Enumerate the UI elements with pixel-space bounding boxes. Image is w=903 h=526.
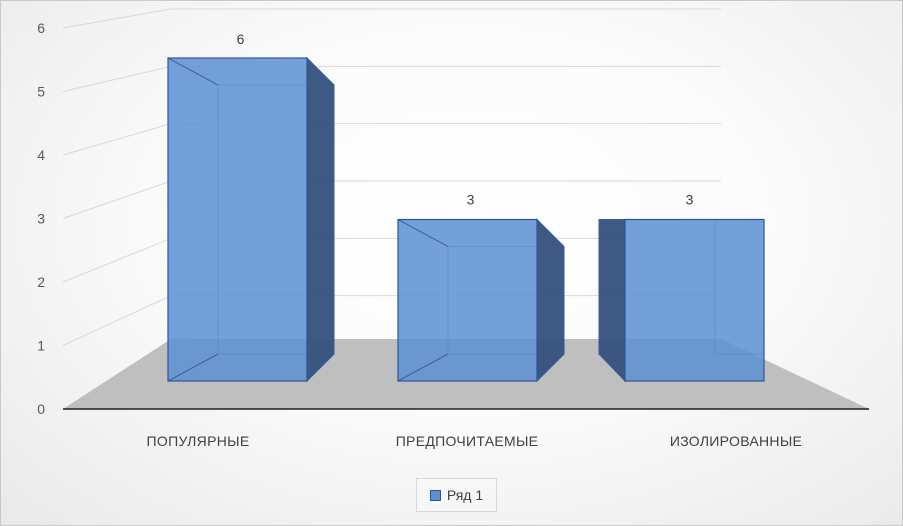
gridline-5: [62, 65, 721, 92]
bar-edge: [167, 57, 219, 86]
bar-3: [598, 218, 765, 383]
bar-side-face: [306, 56, 335, 383]
data-label: 3: [686, 192, 694, 208]
bar-2: [397, 218, 565, 383]
gridline-6: [62, 8, 721, 29]
y-tick-label: 1: [37, 338, 45, 354]
bar-front-face: [624, 218, 765, 382]
legend-swatch-series-1: [429, 489, 441, 501]
x-category-label: ИЗОЛИРОВАННЫЕ: [670, 433, 802, 449]
data-label: 3: [467, 192, 475, 208]
data-label: 6: [237, 31, 245, 47]
y-tick-label: 4: [37, 147, 45, 163]
chart-legend: Ряд 1: [416, 478, 497, 512]
x-category-label: ПРЕДПОЧИТАЕМЫЕ: [396, 433, 539, 449]
bar-edge: [397, 219, 449, 247]
bar-edge: [397, 353, 449, 382]
y-tick-label: 3: [37, 211, 45, 227]
legend-label-series-1: Ряд 1: [446, 487, 484, 503]
gridline-4: [62, 123, 721, 156]
bar-edge: [167, 353, 219, 382]
bar-1: [167, 56, 335, 383]
gridline-3: [62, 180, 721, 219]
x-category-label: ПОПУЛЯРНЫЕ: [147, 433, 250, 449]
bar-side-face: [598, 219, 626, 383]
bar-front-face: [167, 57, 308, 382]
y-tick-label: 2: [37, 274, 45, 290]
y-tick-label: 5: [37, 84, 45, 100]
y-tick-label: 0: [37, 401, 45, 417]
bar-front-face: [397, 218, 538, 382]
bar-side-face: [536, 218, 565, 383]
y-tick-label: 6: [37, 20, 45, 36]
